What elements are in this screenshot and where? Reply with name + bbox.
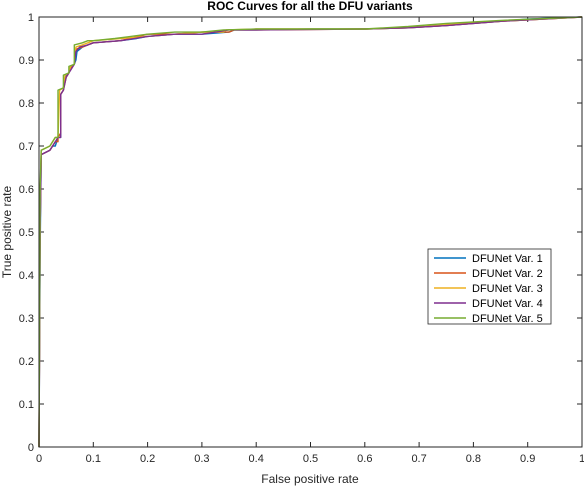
legend: DFUNet Var. 1 DFUNet Var. 2 DFUNet Var. 3 D… <box>427 248 552 325</box>
legend-label-2: DFUNet Var. 2 <box>472 268 543 280</box>
legend-label-3: DFUNet Var. 3 <box>472 283 543 295</box>
x-axis-ticks: 0 0.1 0.2 0.3 0.4 0.5 0.6 0.7 0.8 0.9 1 <box>36 17 584 465</box>
x-tick-label: 0.1 <box>86 453 101 465</box>
y-tick-label: 0.5 <box>19 227 34 239</box>
plot-box <box>38 16 583 448</box>
plot-area <box>39 17 582 447</box>
y-tick-label: 0.8 <box>19 98 34 110</box>
legend-box <box>427 248 552 325</box>
x-axis-label: False positive rate <box>261 472 359 486</box>
x-tick-label: 0.7 <box>411 453 426 465</box>
y-tick-label: 0.6 <box>19 184 34 196</box>
chart-title: ROC Curves for all the DFU variants <box>207 0 413 13</box>
y-tick-label: 0.3 <box>19 313 34 325</box>
series-line-5 <box>38 16 583 448</box>
y-tick-label: 0.7 <box>19 141 34 153</box>
x-tick-label: 0.3 <box>194 453 209 465</box>
y-axis-label: True positive rate <box>0 186 14 279</box>
y-tick-label: 0.9 <box>19 55 34 67</box>
x-tick-label: 0 <box>36 453 42 465</box>
y-tick-label: 0.4 <box>19 270 34 282</box>
y-axis-ticks: 0 0.1 0.2 0.3 0.4 0.5 0.6 0.7 0.8 0.9 1 <box>19 12 582 454</box>
x-tick-label: 0.2 <box>140 453 155 465</box>
legend-label-4: DFUNet Var. 4 <box>472 298 543 310</box>
x-tick-label: 0.8 <box>466 453 481 465</box>
legend-label-1: DFUNet Var. 1 <box>472 253 543 265</box>
series-lines <box>38 16 583 448</box>
y-tick-label: 1 <box>28 12 34 24</box>
y-tick-label: 0 <box>28 442 34 454</box>
y-tick-label: 0.2 <box>19 356 34 368</box>
x-tick-label: 0.5 <box>303 453 318 465</box>
x-tick-label: 1 <box>579 453 584 465</box>
x-tick-label: 0.9 <box>520 453 535 465</box>
legend-label-5: DFUNet Var. 5 <box>472 313 543 325</box>
x-tick-label: 0.4 <box>249 453 264 465</box>
y-tick-label: 0.1 <box>19 399 34 411</box>
x-tick-label: 0.6 <box>357 453 372 465</box>
